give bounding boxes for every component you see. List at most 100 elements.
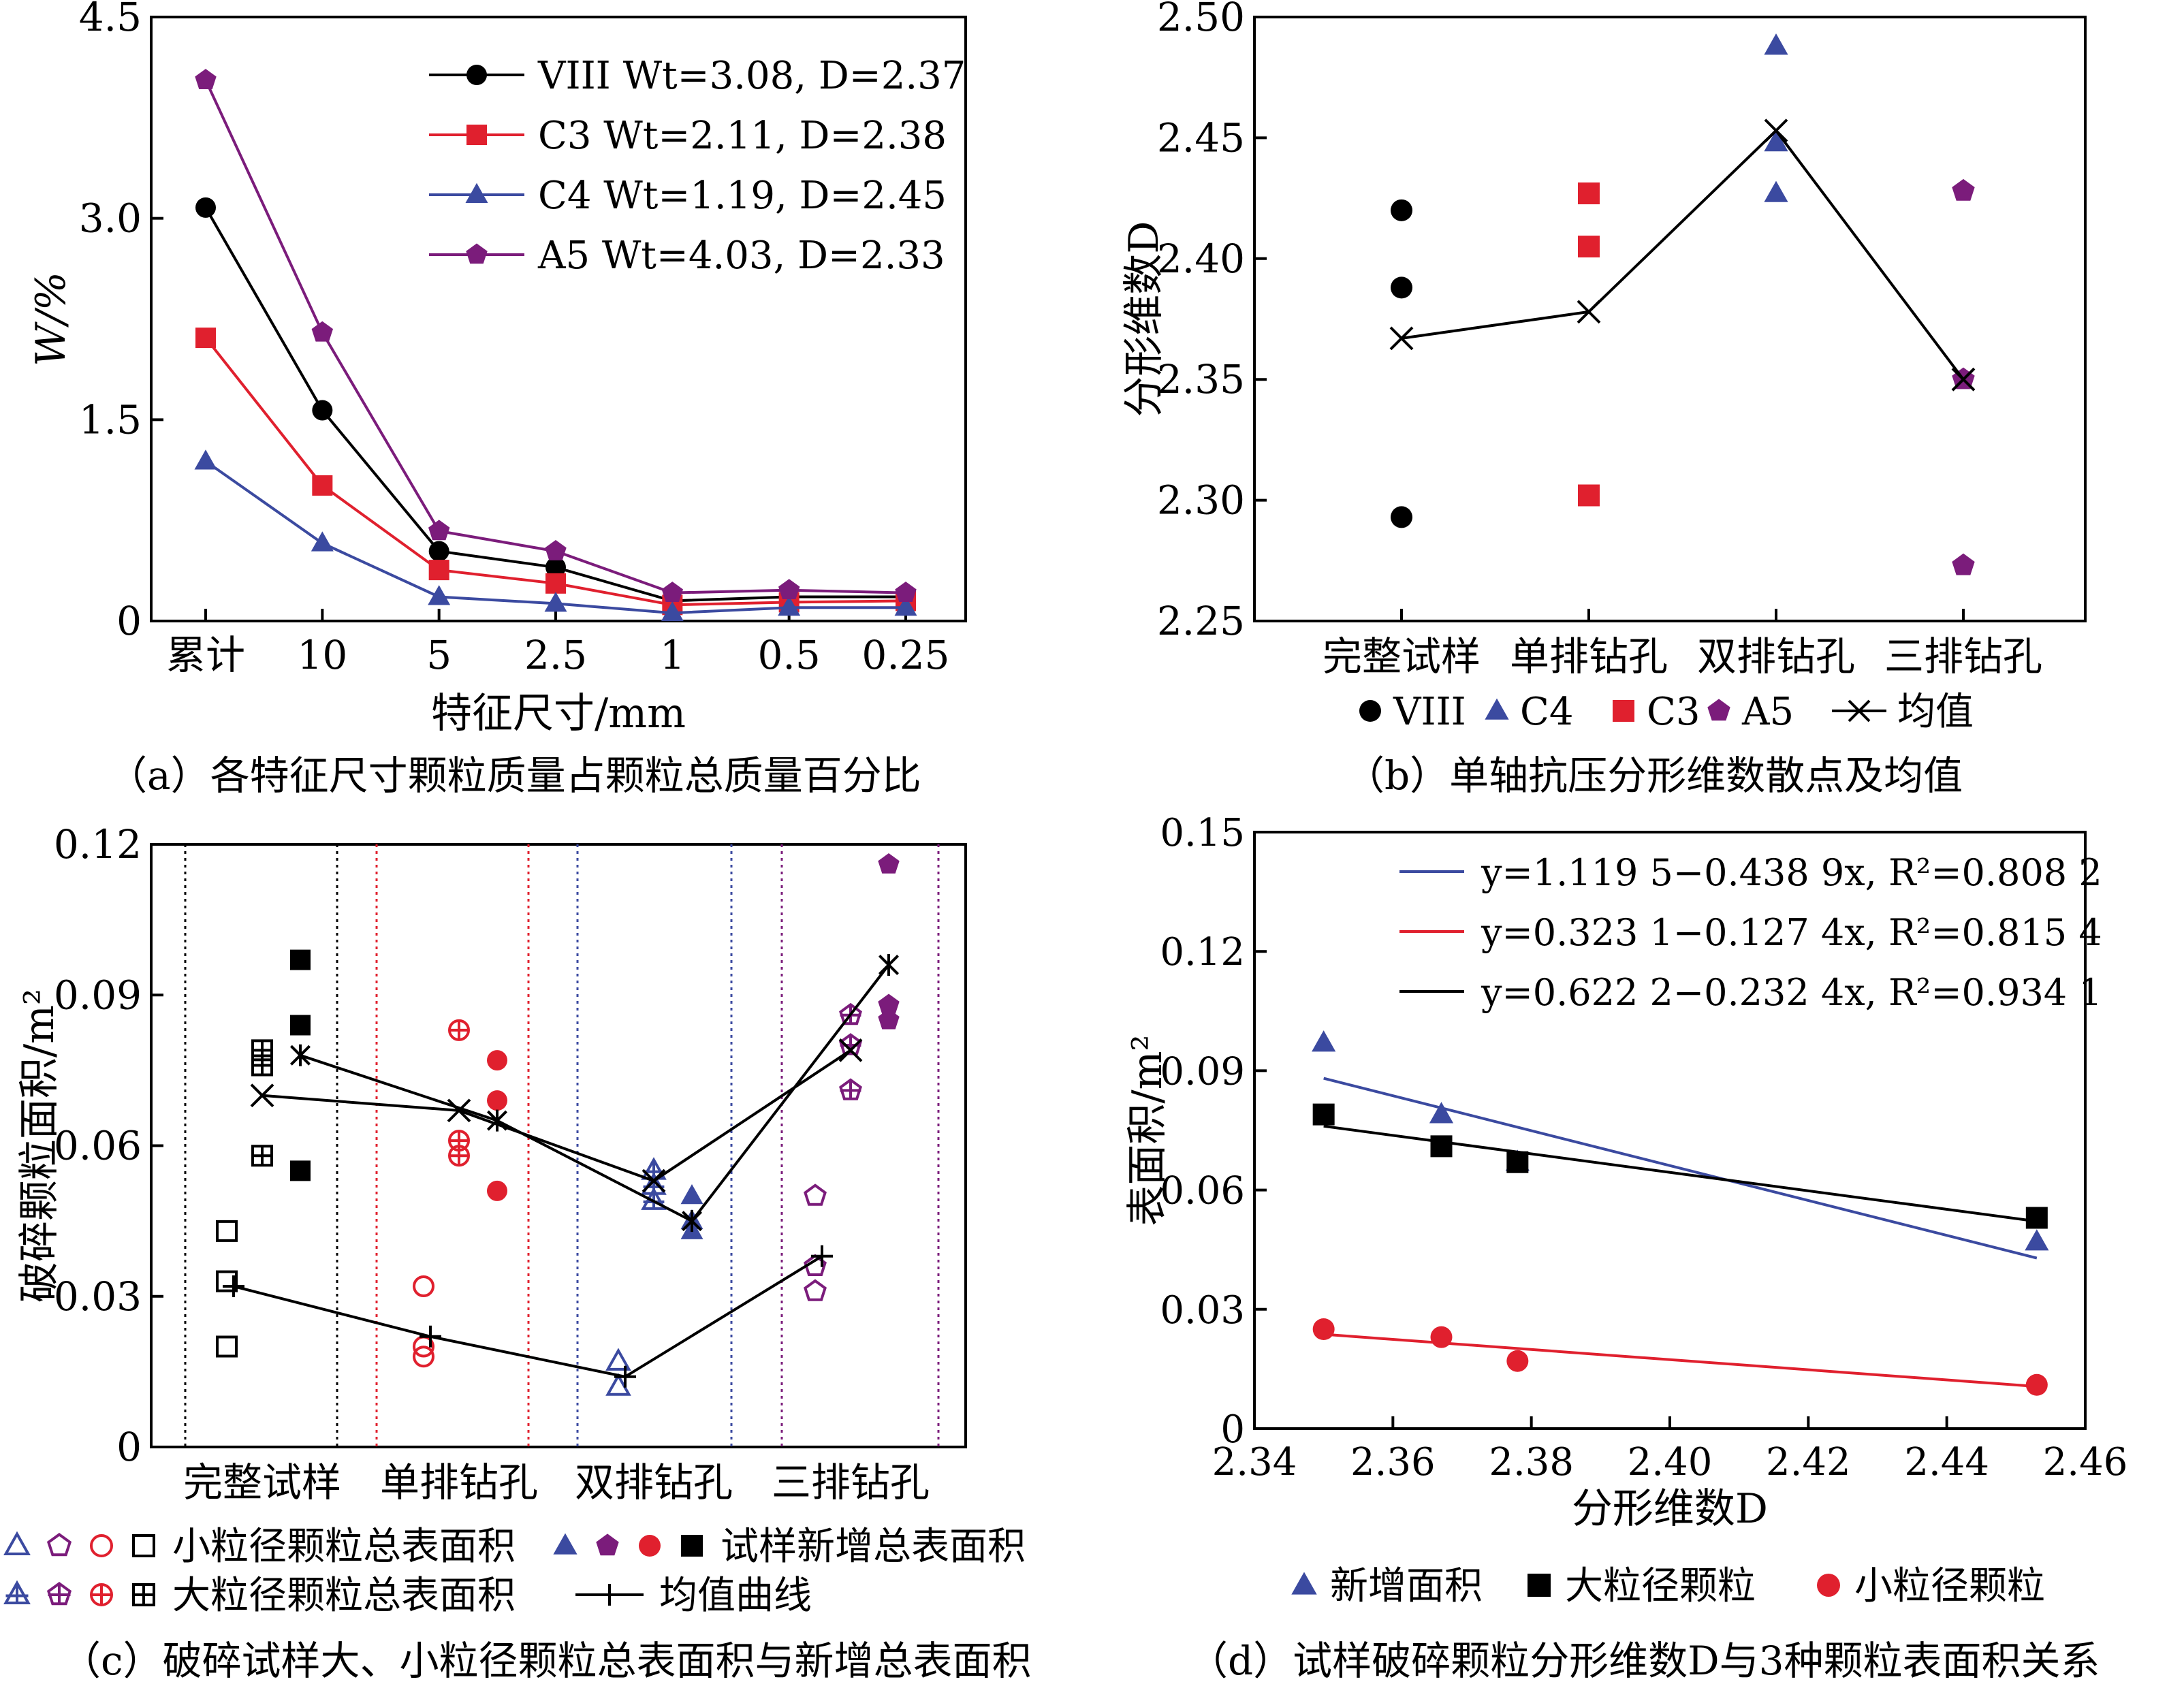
legend-label-large: 大粒径颗粒总表面积 xyxy=(172,1574,516,1618)
y-tick-label-d: 0.09 xyxy=(1160,1049,1245,1094)
x-axis-label-d: 分形维数D xyxy=(1572,1485,1768,1533)
x-tick-label-b: 完整试样 xyxy=(1323,633,1481,680)
y-axis-label-a: W/% xyxy=(27,272,75,366)
legend-marker-d xyxy=(1528,1574,1551,1597)
data-point-C3 xyxy=(1578,236,1600,258)
legend-label-d: 大粒径颗粒 xyxy=(1565,1564,1756,1608)
legend-marker-C3 xyxy=(466,125,487,145)
mean-curve-small xyxy=(233,1255,823,1378)
y-tick-label-b: 2.40 xyxy=(1157,236,1245,282)
x-tick-label-d: 2.46 xyxy=(2043,1440,2128,1484)
legend-marker-VIII xyxy=(466,65,487,85)
fit-legend-label: y=0.323 1−0.127 4x, R²=0.815 4 xyxy=(1481,911,2102,954)
small-particle-point xyxy=(605,1373,631,1396)
small-particle-point xyxy=(804,1279,827,1301)
x-tick-label-d: 2.44 xyxy=(1904,1440,1989,1484)
legend-marker-C4 xyxy=(465,182,488,203)
data-point-C4 xyxy=(428,585,451,605)
x-tick-label-a: 1 xyxy=(660,632,685,678)
data-point-d xyxy=(1312,1318,1335,1340)
legend-marker-small xyxy=(3,1531,31,1555)
y-tick-label-a: 1.5 xyxy=(79,396,142,443)
data-point-C3 xyxy=(312,475,333,496)
mean-line-b xyxy=(1401,128,1965,381)
x-tick-label-b: 单排钻孔 xyxy=(1510,633,1668,680)
data-point-d xyxy=(1506,1151,1529,1173)
data-point-d xyxy=(2025,1207,2048,1229)
data-point-d xyxy=(2025,1373,2048,1396)
data-point-A5 xyxy=(545,540,567,560)
x-tick-label-a: 5 xyxy=(426,632,452,678)
x-tick-label-d: 2.34 xyxy=(1212,1440,1297,1484)
y-axis-label-b: 分形维数D xyxy=(1120,221,1168,417)
caption-a: （a）各特征尺寸颗粒质量占颗粒总质量百分比 xyxy=(108,752,921,799)
data-point-VIII xyxy=(428,541,449,562)
data-point-d xyxy=(1506,1350,1529,1372)
mean-point-b-b xyxy=(1389,326,1414,351)
y-tick-label-b: 2.35 xyxy=(1157,356,1245,402)
x-tick-label-a: 0.25 xyxy=(861,632,949,678)
legend-marker-VIII xyxy=(1359,700,1381,722)
data-point-A5 xyxy=(1952,553,1975,575)
data-point-C4 xyxy=(1764,33,1788,55)
legend-marker-small xyxy=(90,1534,113,1557)
data-point-VIII xyxy=(195,197,216,218)
y-tick-label-d: 0.15 xyxy=(1160,811,1245,855)
y-tick-label-c: 0.12 xyxy=(54,821,142,868)
y-tick-label-a: 0 xyxy=(116,598,142,644)
legend-label-C3: C3 xyxy=(1647,690,1700,734)
legend-label-A5: A5 xyxy=(1741,690,1794,734)
data-point-C3 xyxy=(428,560,449,581)
data-point-d xyxy=(1312,1103,1335,1126)
y-tick-label-a: 3.0 xyxy=(79,195,142,242)
panel-c: 完整试样 单排钻孔 双排钻孔 三排钻孔 0 0.03 0.06 0.09 0.12 破碎颗粒面积/… xyxy=(3,821,1026,1618)
small-particle-point xyxy=(216,1270,238,1292)
data-point-C4 xyxy=(1764,130,1788,152)
data-point-d xyxy=(1312,1030,1336,1052)
y-tick-label-d: 0 xyxy=(1220,1407,1245,1452)
x-tick-label-a: 0.5 xyxy=(758,632,821,678)
data-point-C4 xyxy=(894,596,917,616)
small-particle-point xyxy=(216,1335,238,1358)
legend-label-C3: C3 Wt=2.11, D=2.38 xyxy=(538,114,947,158)
x-tick-label-d: 2.36 xyxy=(1350,1440,1436,1484)
y-tick-label-c: 0.09 xyxy=(54,972,142,1018)
data-point-C3 xyxy=(195,328,216,349)
panel-d: 2.34 2.36 2.38 2.40 2.42 2.44 2.46 0 0.03 0.06 0.0… xyxy=(1124,811,2127,1608)
small-particle-point xyxy=(605,1348,631,1371)
y-tick-label-d: 0.03 xyxy=(1160,1288,1245,1333)
y-axis-label-d: 表面积/m² xyxy=(1124,1034,1171,1226)
mean-point-b-b xyxy=(1951,367,1976,392)
legend-marker-new xyxy=(681,1535,703,1557)
data-point-C3 xyxy=(545,573,566,594)
legend-label-d: 小粒径颗粒 xyxy=(1854,1564,2045,1608)
data-point-VIII xyxy=(312,400,333,421)
legend-label-C4: C4 Wt=1.19, D=2.45 xyxy=(538,174,947,218)
small-particle-point xyxy=(804,1183,827,1206)
small-particle-point xyxy=(216,1220,238,1242)
panel-a: 累计 10 5 2.5 1 0.5 0.25 0 1.5 3.0 4.5 特征尺寸/mm W/% VIII… xyxy=(27,0,967,737)
legend-marker-mean-b xyxy=(1848,699,1871,722)
fit-legend-label: y=0.622 2−0.232 4x, R²=0.934 1 xyxy=(1481,971,2102,1014)
y-tick-label-b: 2.45 xyxy=(1157,114,1245,161)
legend-label-VIII: VIII Wt=3.08, D=2.37 xyxy=(537,54,966,98)
new-area-point xyxy=(680,1184,703,1205)
legend-marker-small xyxy=(46,1533,72,1557)
legend-label-A5: A5 Wt=4.03, D=2.33 xyxy=(537,234,945,278)
new-area-point xyxy=(878,853,900,874)
new-area-point xyxy=(487,1050,507,1071)
data-point-d xyxy=(1429,1102,1454,1124)
legend-marker-A5 xyxy=(1707,699,1730,721)
data-point-VIII xyxy=(1391,506,1412,528)
y-tick-label-b: 2.30 xyxy=(1157,477,1245,524)
x-tick-label-b: 三排钻孔 xyxy=(1884,633,2042,680)
caption-c: （c）破碎试样大、小粒径颗粒总表面积与新增总表面积 xyxy=(61,1638,1032,1684)
mean-point-b-b xyxy=(1764,118,1788,143)
legend-marker-C4 xyxy=(1485,698,1509,720)
y-tick-label-a: 4.5 xyxy=(79,0,142,40)
new-area-point xyxy=(878,1008,900,1030)
legend-marker-C3 xyxy=(1613,700,1634,722)
x-axis-label-a: 特征尺寸/mm xyxy=(431,690,686,737)
data-point-A5 xyxy=(778,579,800,599)
